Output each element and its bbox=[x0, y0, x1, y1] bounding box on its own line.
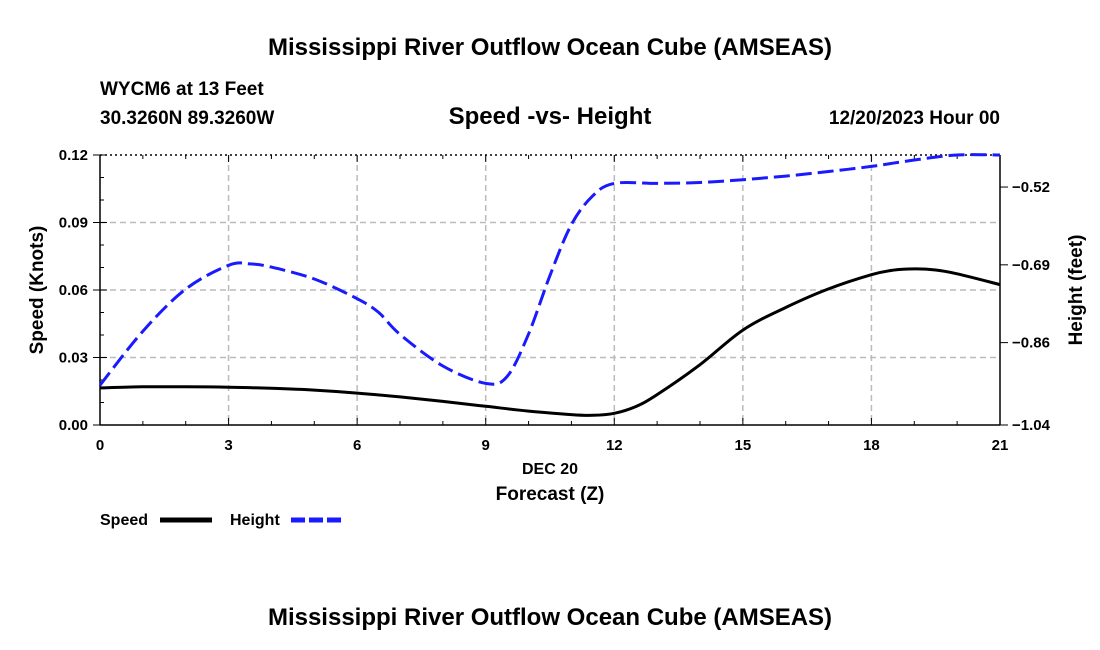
chart-title: Speed -vs- Height bbox=[449, 103, 652, 130]
x-tick-label: 9 bbox=[482, 437, 490, 454]
y-left-tick-label: 0.06 bbox=[59, 282, 88, 299]
x-tick-label: 6 bbox=[353, 437, 361, 454]
y-left-tick-label: 0.00 bbox=[59, 417, 88, 434]
x-tick-label: 3 bbox=[224, 437, 232, 454]
y-right-tick-label: −0.86 bbox=[1012, 335, 1050, 352]
x-axis-label: Forecast (Z) bbox=[496, 484, 605, 505]
axes: 0 3 6 9 12 15 18 21 0.00 0.03 0.06 0.09 0.12 −1.04 −0.… bbox=[59, 147, 1051, 454]
grid-lines bbox=[100, 155, 1000, 425]
x-tick-label: 15 bbox=[735, 437, 752, 454]
footer-title: Mississippi River Outflow Ocean Cube (AM… bbox=[268, 604, 832, 631]
x-tick-label: 12 bbox=[606, 437, 623, 454]
station-coords: 30.3260N 89.3260W bbox=[100, 108, 274, 129]
page-title: Mississippi River Outflow Ocean Cube (AM… bbox=[268, 34, 832, 61]
x-tick-label: 0 bbox=[96, 437, 104, 454]
station-name: WYCM6 at 13 Feet bbox=[100, 79, 264, 100]
series-lines bbox=[98, 153, 1001, 417]
x-tick-label: 18 bbox=[863, 437, 880, 454]
x-tick-label: 21 bbox=[992, 437, 1009, 454]
legend: Speed Height bbox=[100, 512, 343, 529]
y-right-tick-label: −0.52 bbox=[1012, 179, 1050, 196]
y-left-tick-label: 0.12 bbox=[59, 147, 88, 164]
height-line bbox=[98, 153, 1001, 387]
speed-line bbox=[99, 267, 1001, 417]
y-axis-left-label: Speed (Knots) bbox=[27, 226, 48, 355]
y-axis-right-label: Height (feet) bbox=[1066, 235, 1087, 346]
y-left-tick-label: 0.09 bbox=[59, 215, 88, 232]
date-label: 12/20/2023 Hour 00 bbox=[829, 108, 1000, 129]
legend-speed-label: Speed bbox=[100, 512, 148, 529]
y-left-tick-label: 0.03 bbox=[59, 350, 88, 367]
legend-height-label: Height bbox=[230, 512, 280, 529]
x-axis-date-label: DEC 20 bbox=[522, 461, 578, 478]
y-right-tick-label: −1.04 bbox=[1012, 417, 1051, 434]
y-right-tick-label: −0.69 bbox=[1012, 257, 1050, 274]
